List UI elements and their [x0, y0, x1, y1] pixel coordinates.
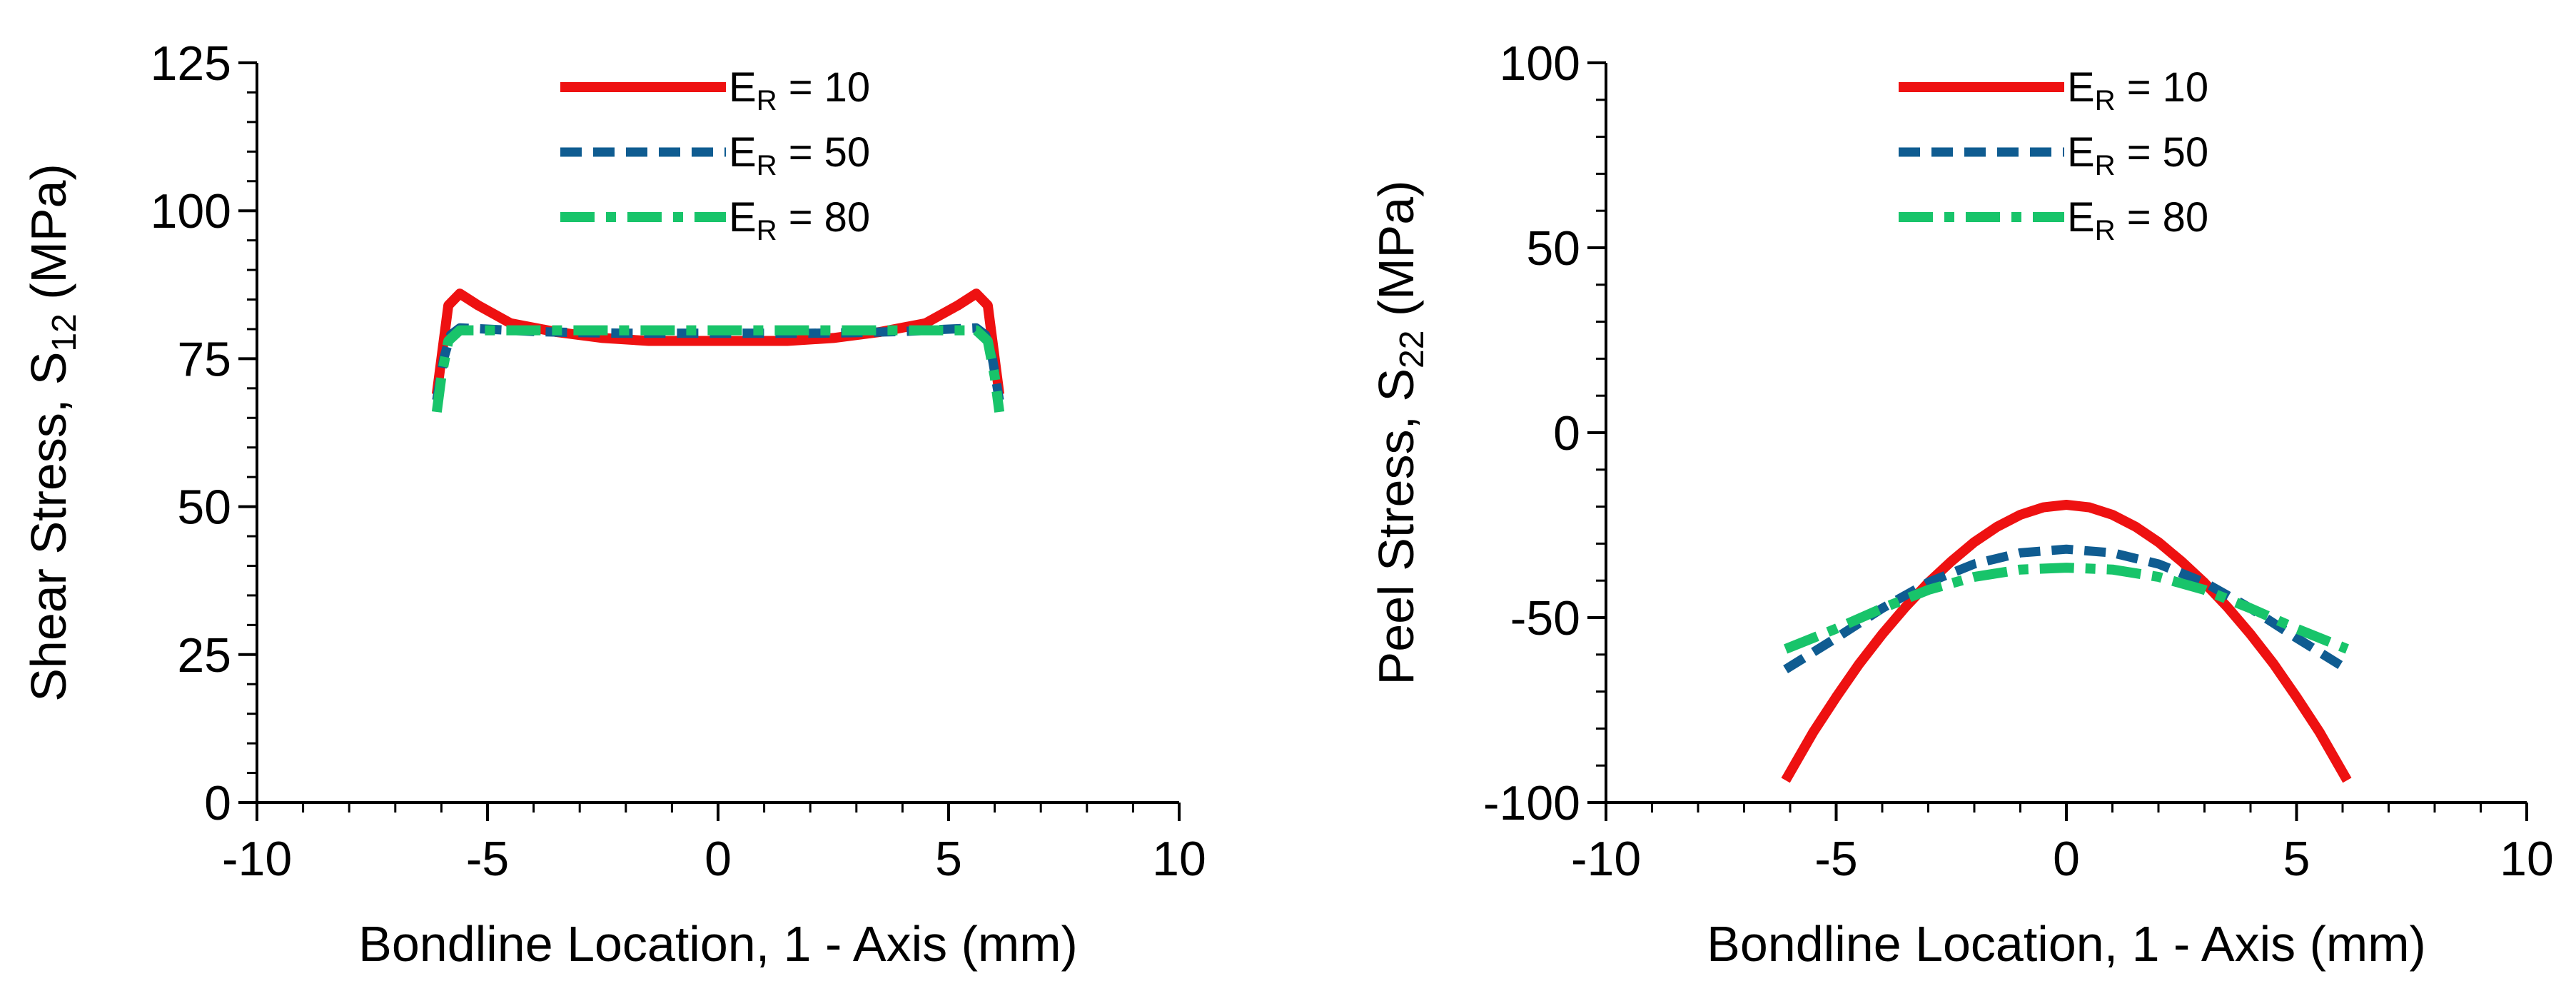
peel-legend-label: ER = 80 — [2067, 194, 2208, 246]
peel-x-tick-label: 0 — [2053, 832, 2080, 886]
shear-legend-label: ER = 80 — [729, 194, 870, 246]
shear-y-tick-label: 25 — [177, 628, 231, 683]
peel-legend-label: ER = 50 — [2067, 129, 2208, 181]
peel-x-axis-title: Bondline Location, 1 - Axis (mm) — [1707, 916, 2426, 972]
peel-x-tick-label: 5 — [2283, 832, 2310, 886]
peel-x-tick-label: -5 — [1814, 832, 1857, 886]
peel-y-tick-label: 100 — [1500, 36, 1580, 91]
peel-y-tick-label: -100 — [1483, 776, 1580, 830]
peel-legend-label: ER = 10 — [2067, 64, 2208, 116]
peel-x-tick-label: 10 — [2500, 832, 2554, 886]
peel-series-er-10 — [1781, 500, 2352, 783]
peel-x-tick-label: -10 — [1571, 832, 1641, 886]
shear-x-tick-label: 5 — [935, 832, 962, 886]
shear-x-tick-label: -5 — [466, 832, 509, 886]
peel-y-axis-title: Peel Stress, S22 (MPa) — [1368, 181, 1431, 685]
shear-series-er-80 — [431, 325, 1005, 413]
peel-series-er-80 — [1783, 563, 2350, 654]
shear-y-tick-label: 75 — [177, 332, 231, 386]
shear-x-tick-label: -10 — [222, 832, 292, 886]
shear-y-tick-label: 100 — [151, 184, 231, 238]
shear-y-axis-title: Shear Stress, S12 (MPa) — [21, 164, 84, 702]
peel-y-tick-label: 0 — [1553, 406, 1580, 461]
shear-legend-label: ER = 50 — [729, 129, 870, 181]
shear-x-axis-title: Bondline Location, 1 - Axis (mm) — [358, 916, 1078, 972]
peel-y-tick-label: 50 — [1526, 221, 1580, 276]
shear-y-tick-label: 125 — [151, 36, 231, 91]
shear-y-tick-label: 0 — [204, 776, 231, 830]
shear-y-tick-label: 50 — [177, 481, 231, 535]
shear-x-tick-label: 10 — [1152, 832, 1206, 886]
shear-x-tick-label: 0 — [704, 832, 732, 886]
peel-y-tick-label: -50 — [1510, 591, 1580, 645]
shear-legend-label: ER = 10 — [729, 64, 870, 116]
shear-series-er-10 — [431, 288, 1005, 396]
